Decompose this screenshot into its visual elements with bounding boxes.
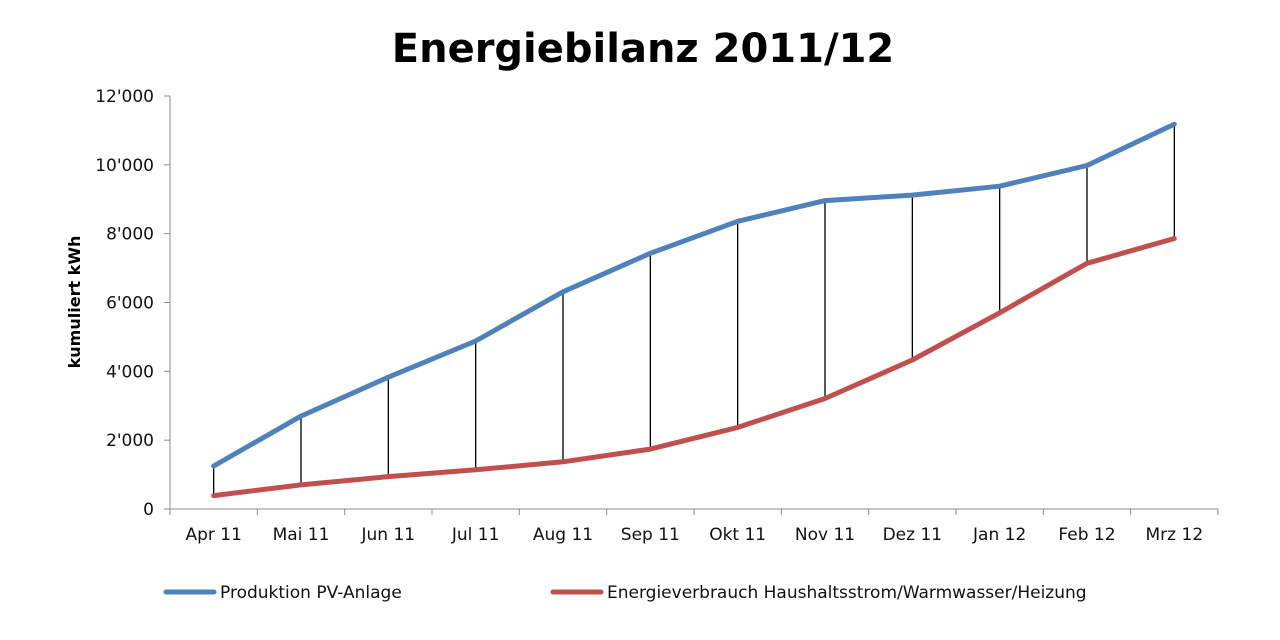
x-tick-label: Mai 11 [273, 525, 330, 545]
x-tick-label: Jun 11 [361, 525, 416, 545]
x-tick-label: Dez 11 [883, 525, 943, 545]
x-tick-label: Okt 11 [709, 525, 766, 545]
legend-label-2: Energieverbrauch Haushaltsstrom/Warmwass… [607, 583, 1087, 603]
legend: Produktion PV-Anlage Energieverbrauch Hau… [163, 583, 1087, 603]
y-tick-label: 0 [143, 500, 154, 520]
y-tick-label: 10'000 [95, 156, 154, 176]
chart-title: Energiebilanz 2011/12 [392, 26, 894, 72]
x-tick-label: Aug 11 [533, 525, 593, 545]
y-tick-label: 6'000 [106, 294, 154, 314]
series-lines [211, 121, 1177, 499]
axes [169, 96, 1218, 510]
series-line-2 [211, 236, 1177, 499]
y-axis-label: kumuliert kWh [65, 236, 84, 369]
y-tick-label: 12'000 [95, 87, 154, 107]
legend-label-1: Produktion PV-Anlage [220, 583, 402, 603]
x-tick-label: Feb 12 [1058, 525, 1115, 545]
x-tick-label: Jul 11 [451, 525, 500, 545]
drop-lines [213, 124, 1175, 496]
y-tick-label: 4'000 [106, 362, 154, 382]
series-line-1 [211, 121, 1177, 469]
x-tick-label: Mrz 12 [1146, 525, 1204, 545]
y-ticks: 0 2'000 4'000 6'000 8'000 10'000 12'000 [95, 87, 170, 520]
x-ticks: Apr 11 Mai 11 Jun 11 Jul 11 Aug 11 Sep 11 Okt … [169, 509, 1219, 545]
x-tick-label: Sep 11 [621, 525, 680, 545]
y-tick-label: 8'000 [106, 225, 154, 245]
x-tick-label: Apr 11 [185, 525, 241, 545]
y-tick-label: 2'000 [106, 431, 154, 451]
x-tick-label: Jan 12 [972, 525, 1026, 545]
x-tick-label: Nov 11 [795, 525, 855, 545]
